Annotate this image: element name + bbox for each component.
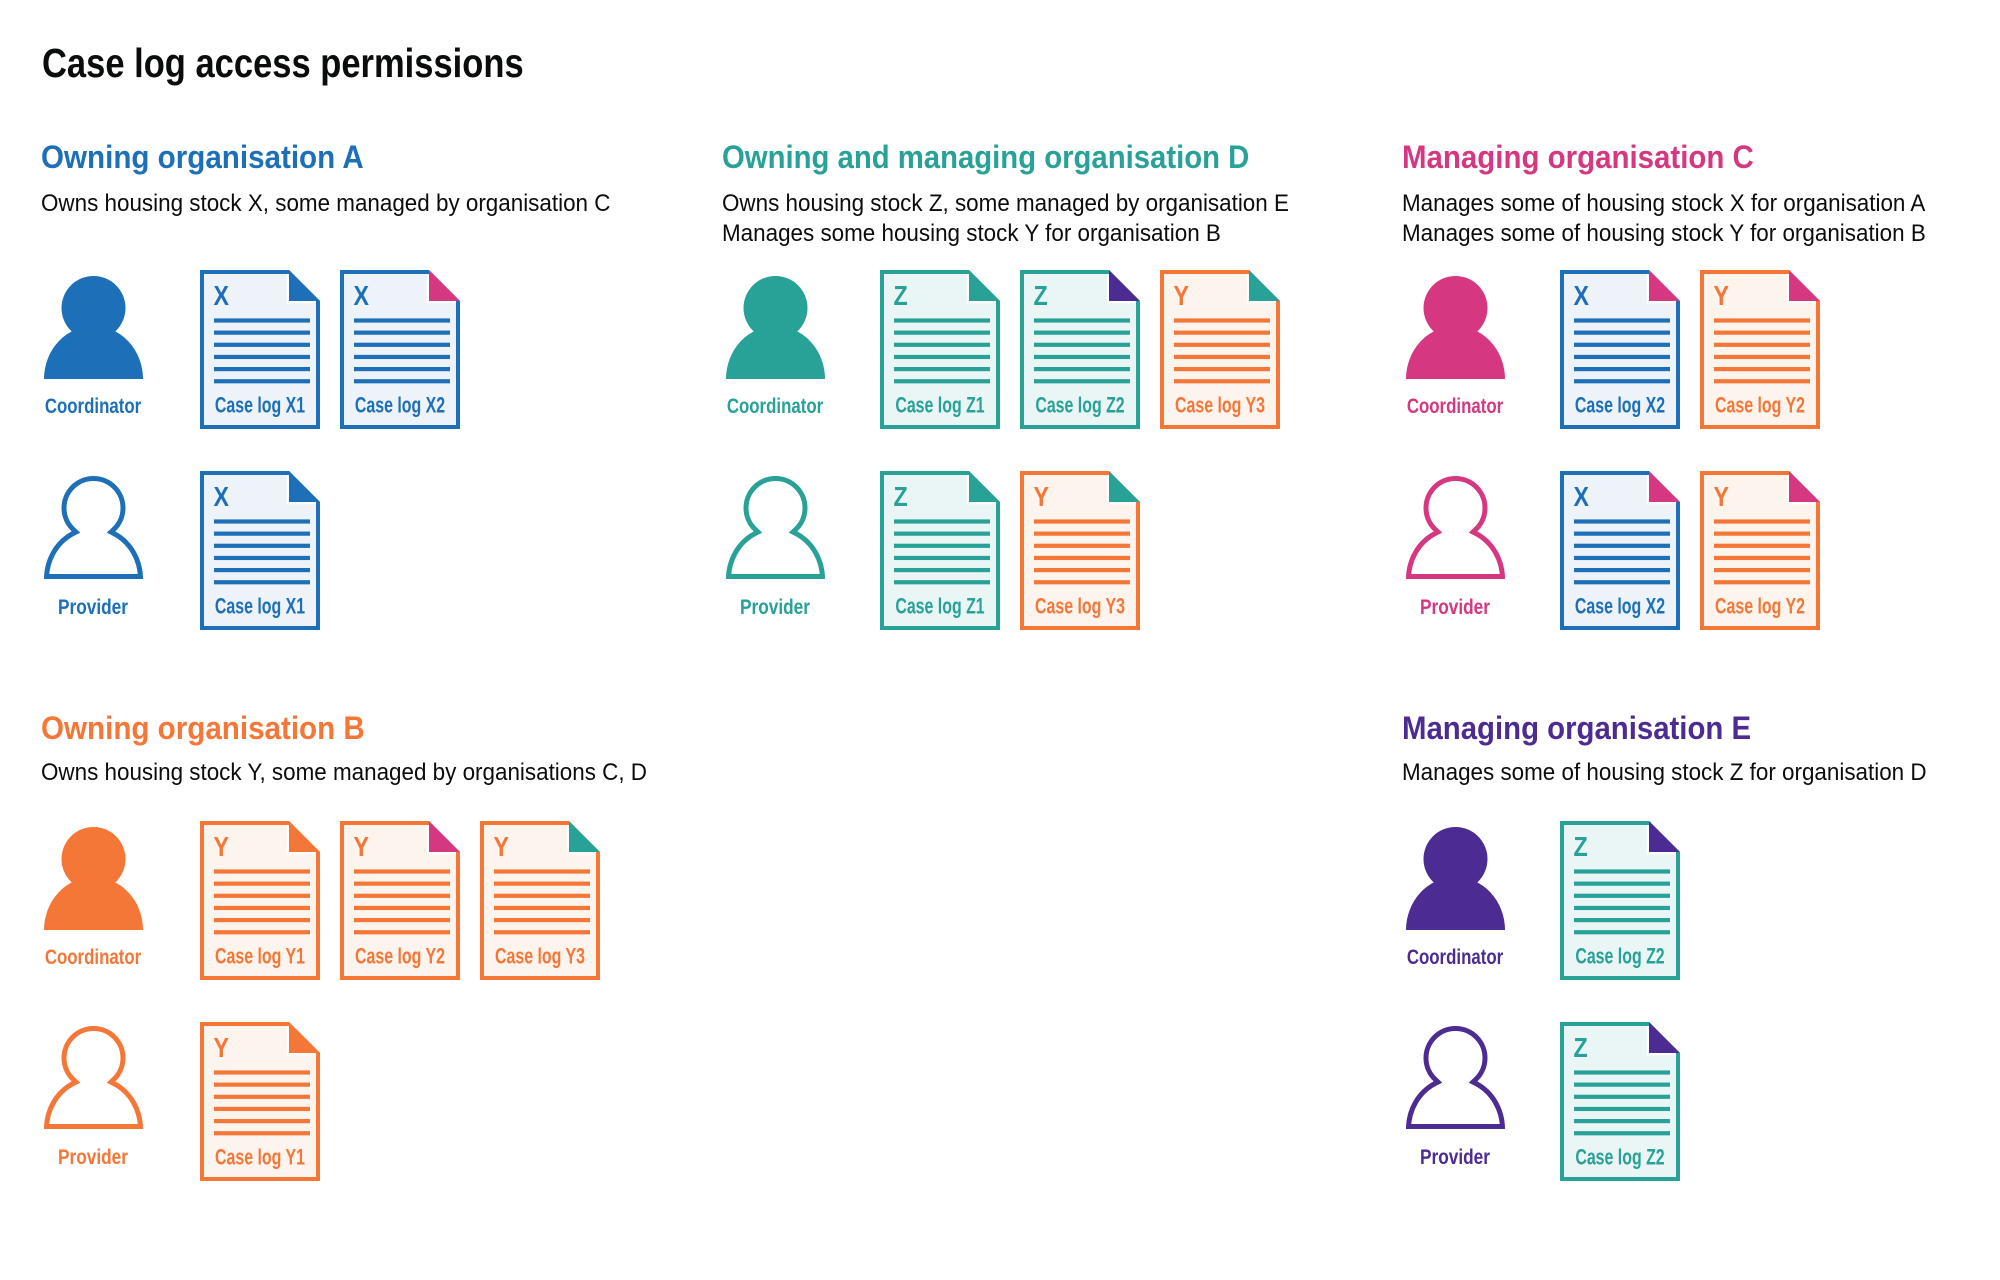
svg-text:Case log Y1: Case log Y1	[215, 945, 305, 969]
svg-text:Y: Y	[1714, 281, 1729, 311]
svg-text:Y: Y	[494, 832, 509, 862]
svg-text:Case log X2: Case log X2	[1575, 595, 1665, 619]
svg-text:Case log Z1: Case log Z1	[895, 595, 985, 619]
svg-text:Case log Y2: Case log Y2	[1715, 394, 1805, 418]
svg-text:X: X	[1574, 281, 1589, 311]
svg-text:Case log X1: Case log X1	[215, 394, 306, 418]
svg-text:Y: Y	[1714, 482, 1729, 512]
svg-text:Z: Z	[894, 281, 908, 311]
svg-text:Case log X2: Case log X2	[355, 394, 445, 418]
svg-text:Case log Z1: Case log Z1	[895, 394, 985, 418]
svg-text:Y: Y	[1034, 482, 1049, 512]
svg-text:Case log Z2: Case log Z2	[1035, 394, 1124, 418]
svg-text:Z: Z	[1574, 1033, 1588, 1063]
svg-text:Y: Y	[214, 1033, 229, 1063]
svg-text:X: X	[1574, 482, 1589, 512]
svg-text:Y: Y	[1174, 281, 1189, 311]
svg-text:Case log Y3: Case log Y3	[1035, 595, 1125, 619]
svg-text:Y: Y	[214, 832, 229, 862]
svg-text:Case log Y1: Case log Y1	[215, 1146, 305, 1170]
svg-text:Y: Y	[354, 832, 369, 862]
svg-text:Case log Z2: Case log Z2	[1575, 945, 1664, 969]
svg-text:Case log X2: Case log X2	[1575, 394, 1665, 418]
svg-text:Case log Y2: Case log Y2	[1715, 595, 1805, 619]
svg-text:Z: Z	[1034, 281, 1048, 311]
svg-text:Z: Z	[894, 482, 908, 512]
svg-text:Case log Z2: Case log Z2	[1575, 1146, 1664, 1170]
svg-text:Case log Y3: Case log Y3	[1175, 394, 1265, 418]
svg-text:Case log Y3: Case log Y3	[495, 945, 585, 969]
svg-text:Case log X1: Case log X1	[215, 595, 306, 619]
svg-text:X: X	[354, 281, 369, 311]
svg-text:X: X	[214, 482, 229, 512]
svg-text:Z: Z	[1574, 832, 1588, 862]
svg-text:X: X	[214, 281, 229, 311]
svg-text:Case log Y2: Case log Y2	[355, 945, 445, 969]
